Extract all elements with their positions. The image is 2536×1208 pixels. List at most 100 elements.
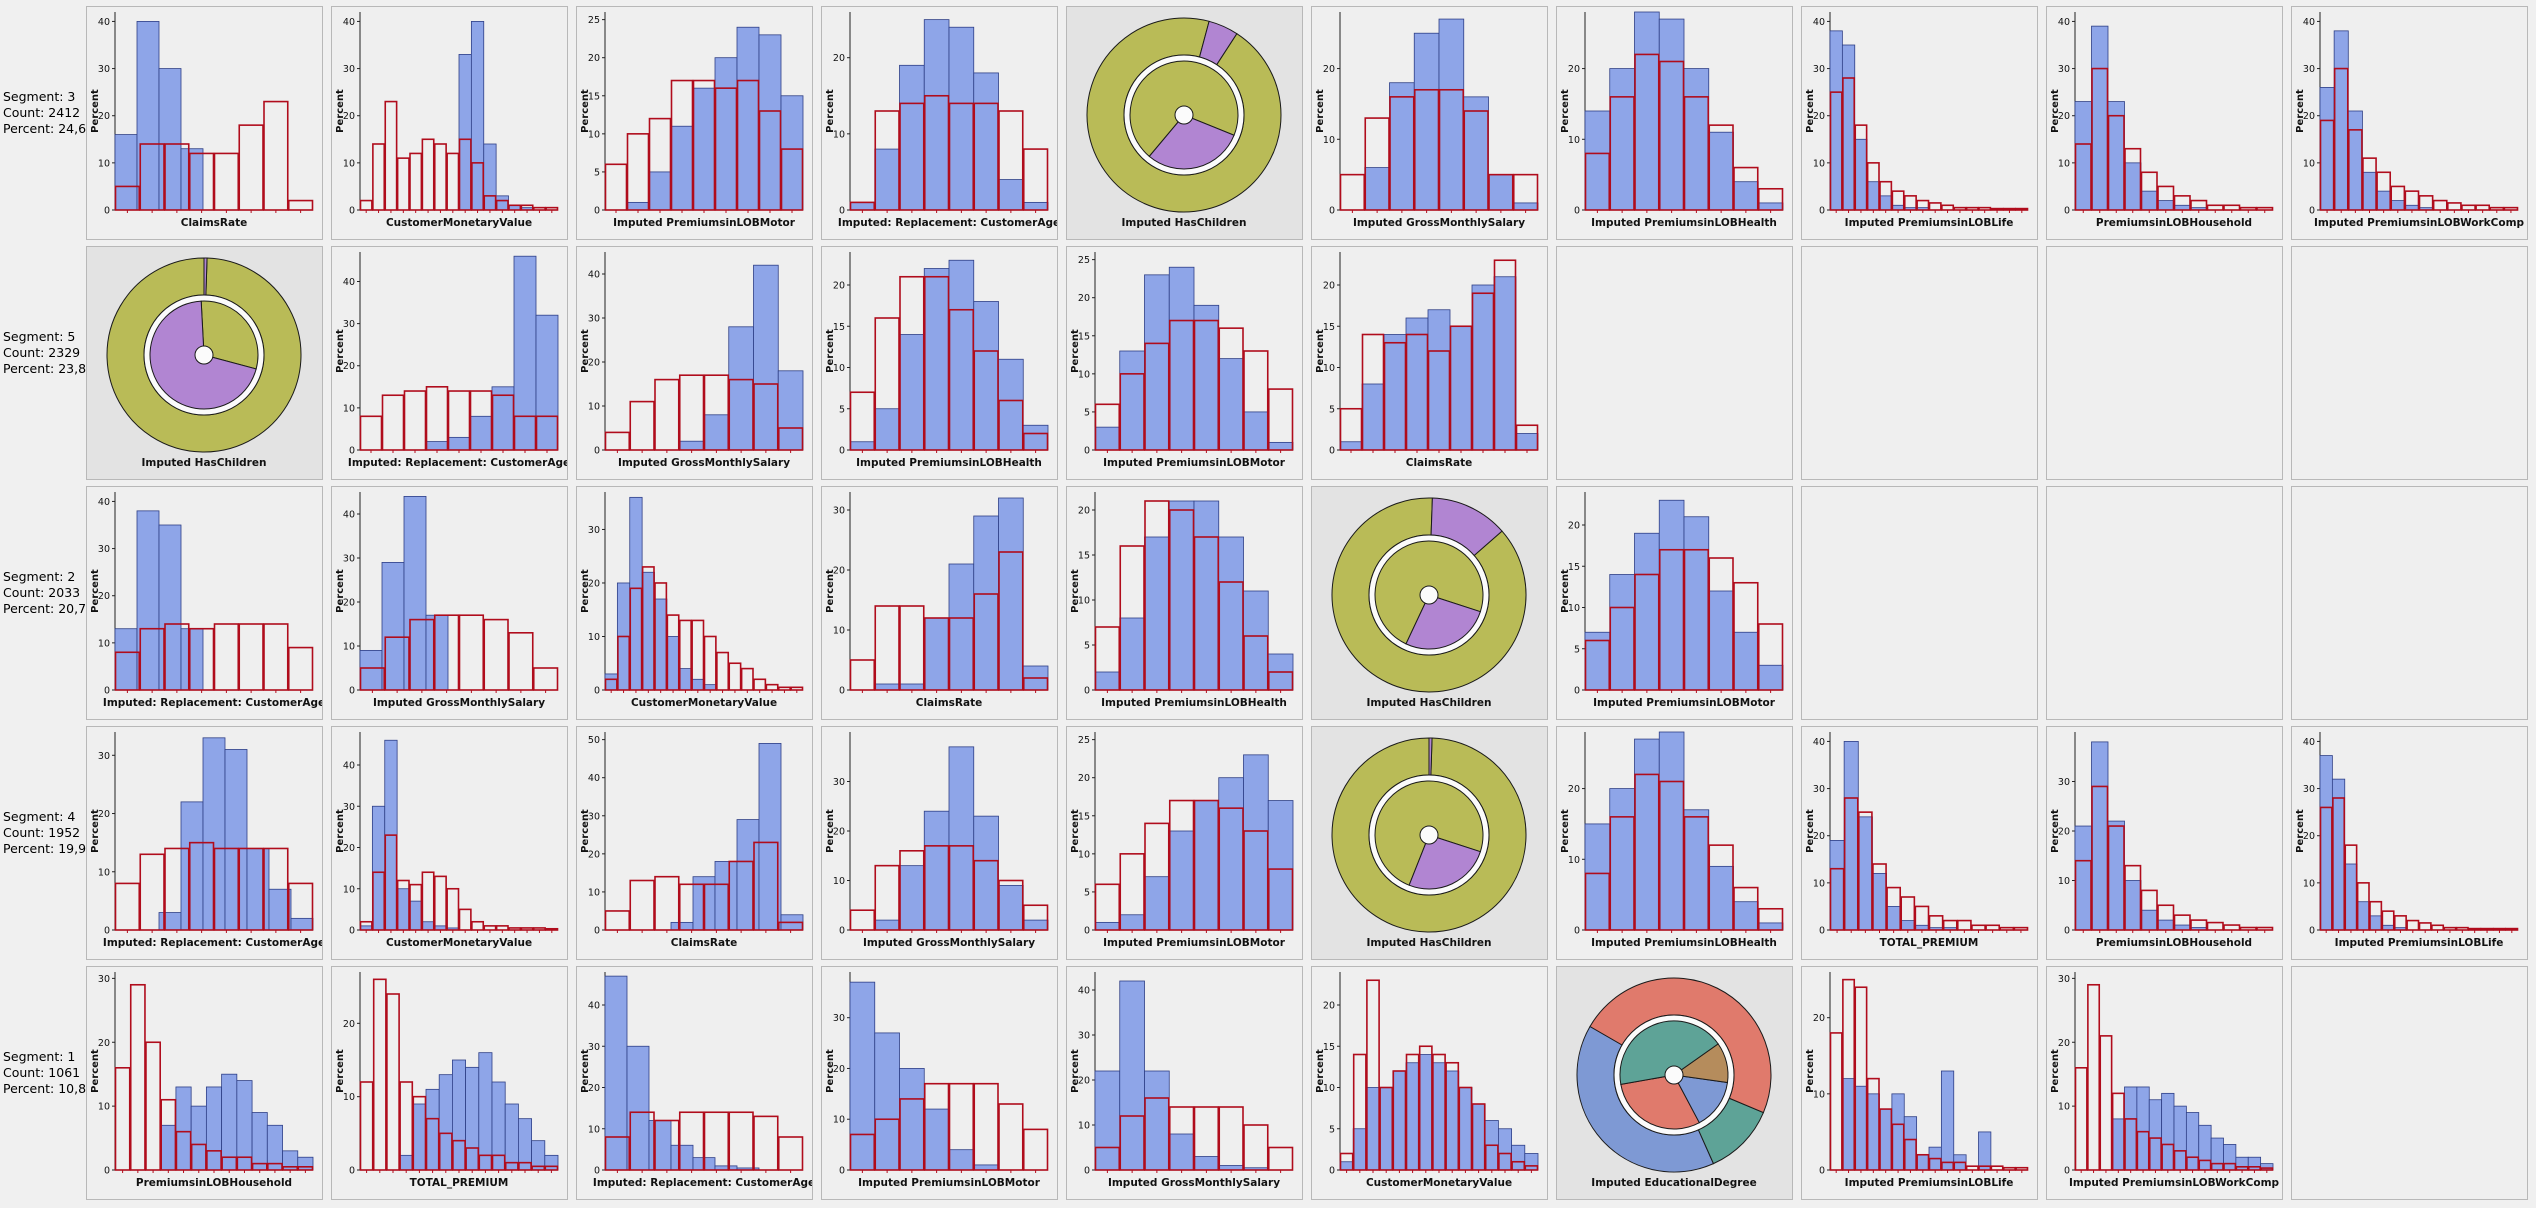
- y-tick-label: 30: [1078, 1031, 1090, 1042]
- segment-bar: [1658, 731, 1685, 931]
- empty-cell: [1556, 246, 1793, 480]
- y-tick-label: 10: [2058, 158, 2070, 169]
- chart-cell-pie[interactable]: Imputed HasChildren: [1066, 6, 1303, 240]
- y-tick-label: 5: [839, 404, 845, 415]
- chart-cell-bar[interactable]: 0 10 20 30 40 Percent Imputed PremiumsinLOBLif…: [2291, 726, 2528, 960]
- chart-cell-bar[interactable]: 0 10 20 30 40 Percent Imputed GrossMonthlySala…: [1066, 966, 1303, 1200]
- chart-svg: 0 10 20 Percent Imputed: Replacement: Custom…: [825, 12, 1057, 229]
- y-tick-label: 15: [833, 322, 845, 333]
- segment-bar: [899, 683, 925, 691]
- chart-svg: 0 10 20 30 40 Percent PremiumsinLOBHousehold: [2050, 12, 2274, 229]
- overall-bar: [1928, 202, 1942, 211]
- segment-bar: [948, 563, 975, 691]
- y-tick-label: 0: [349, 446, 355, 457]
- segment-label-line: Percent: 24,64: [3, 121, 95, 136]
- segment-bar: [180, 628, 204, 691]
- overall-bar: [2432, 199, 2448, 211]
- segment-bar: [438, 1074, 453, 1171]
- chart-cell-bar[interactable]: 0 10 20 Percent Imputed PremiumsinLOBLife: [1801, 966, 2038, 1200]
- chart-cell-bar[interactable]: 0 5 10 15 20 Percent Imputed PremiumsinLOBHeal…: [821, 246, 1058, 480]
- y-axis-label: Percent: [825, 329, 836, 373]
- chart-cell-bar[interactable]: 0 10 20 30 40 Percent Imputed: Replacement: Cu…: [86, 486, 323, 720]
- overall-bar: [263, 623, 289, 691]
- segment-bar: [777, 370, 804, 451]
- chart-cell-bar[interactable]: 0 5 10 15 20 Percent Imputed PremiumsinLOBMoto…: [1556, 486, 1793, 720]
- chart-cell-bar[interactable]: 0 10 20 Percent Imputed PremiumsinLOBHealth: [1556, 6, 1793, 240]
- segment-bar: [396, 888, 410, 931]
- y-tick-label: 0: [1329, 206, 1335, 217]
- overall-bar: [2446, 202, 2462, 211]
- overall-bar: [287, 199, 314, 211]
- chart-cell-pie[interactable]: Imputed HasChildren: [1311, 726, 1548, 960]
- y-tick-label: 10: [343, 1092, 355, 1103]
- y-tick-label: 15: [588, 91, 600, 102]
- segment-bar: [692, 87, 716, 211]
- chart-cell-bar[interactable]: 0 10 20 30 40 Percent CustomerMonetaryValue: [331, 6, 568, 240]
- chart-cell-bar[interactable]: 0 10 20 Percent TOTAL_PREMIUM: [331, 966, 568, 1200]
- chart-cell-bar[interactable]: 0 10 20 30 40 Percent PremiumsinLOBHousehold: [2046, 6, 2283, 240]
- segment-bar: [1193, 800, 1220, 931]
- chart-cell-bar[interactable]: 0 10 20 30 40 Percent Imputed PremiumsinLOBLif…: [1801, 6, 2038, 240]
- segment-bar: [1022, 424, 1049, 451]
- empty-cell: [2291, 966, 2528, 1200]
- segment-bar: [1940, 1070, 1955, 1171]
- x-axis-label: Imputed GrossMonthlySalary: [1108, 1177, 1280, 1189]
- chart-cell-bar[interactable]: 0 10 20 30 Percent ClaimsRate: [821, 486, 1058, 720]
- chart-cell-bar[interactable]: 0 10 20 30 Percent PremiumsinLOBHousehold: [86, 966, 323, 1200]
- chart-cell-bar[interactable]: 0 10 20 Percent Imputed PremiumsinLOBHealth: [1556, 726, 1793, 960]
- chart-cell-bar[interactable]: 0 10 20 30 Percent PremiumsinLOBHousehold: [2046, 726, 2283, 960]
- chart-cell-pie[interactable]: Imputed EducationalDegree: [1556, 966, 1793, 1200]
- segment-label-line: Percent: 10,84: [3, 1081, 95, 1096]
- chart-cell-bar[interactable]: 0 5 10 15 20 Percent CustomerMonetaryValue: [1311, 966, 1548, 1200]
- segment-bar: [2390, 200, 2406, 211]
- y-tick-label: 40: [588, 270, 600, 281]
- chart-cell-bar[interactable]: 0 5 10 15 20 25 Percent Imputed PremiumsinLOBMo…: [1066, 246, 1303, 480]
- chart-cell-bar[interactable]: 0 10 20 Percent Imputed: Replacement: Custom…: [821, 6, 1058, 240]
- chart-cell-bar[interactable]: 0 10 20 30 40 Percent Imputed GrossMonthlySala…: [576, 246, 813, 480]
- segment-bar: [1512, 202, 1539, 211]
- chart-cell-bar[interactable]: 0 10 20 30 Percent Imputed: Replacement: Cust…: [86, 726, 323, 960]
- chart-cell-bar[interactable]: 0 5 10 15 20 25 Percent Imputed PremiumsinLOBMo…: [576, 6, 813, 240]
- chart-cell-bar[interactable]: 0 10 20 30 Percent Imputed PremiumsinLOBWorkC…: [2046, 966, 2283, 1200]
- chart-cell-pie[interactable]: Imputed HasChildren: [86, 246, 323, 480]
- chart-cell-bar[interactable]: 0 10 20 Percent Imputed GrossMonthlySalary: [1311, 6, 1548, 240]
- y-tick-label: 20: [98, 1038, 110, 1049]
- chart-cell-bar[interactable]: 0 10 20 30 40 Percent ClaimsRate: [86, 6, 323, 240]
- segment-bar: [1267, 441, 1294, 451]
- overall-bar: [386, 993, 400, 1171]
- y-tick-label: 10: [1078, 1121, 1090, 1132]
- overall-bar: [1267, 388, 1294, 451]
- segment-bar: [1389, 82, 1415, 211]
- chart-cell-bar[interactable]: 0 10 20 30 40 Percent Imputed: Replacement: Cu…: [331, 246, 568, 480]
- y-tick-label: 10: [1568, 603, 1580, 614]
- segment-bar: [1405, 1062, 1420, 1171]
- segment-bar: [483, 143, 497, 211]
- segment-bar: [1366, 1087, 1381, 1171]
- segment-bar: [2107, 101, 2125, 211]
- y-tick-label: 25: [1078, 735, 1090, 746]
- segment-bar: [2344, 863, 2358, 931]
- chart-cell-bar[interactable]: 0 10 20 30 40 Percent CustomerMonetaryValue: [331, 726, 568, 960]
- chart-cell-bar[interactable]: 0 5 10 15 20 25 Percent Imputed PremiumsinLOBMo…: [1066, 726, 1303, 960]
- chart-cell-bar[interactable]: 0 10 20 30 Percent Imputed GrossMonthlySalary: [821, 726, 1058, 960]
- segment-bar: [874, 148, 900, 211]
- chart-cell-bar[interactable]: 0 5 10 15 20 Percent Imputed PremiumsinLOBHeal…: [1066, 486, 1303, 720]
- chart-cell-bar[interactable]: 0 5 10 15 20 Percent ClaimsRate: [1311, 246, 1548, 480]
- chart-cell-bar[interactable]: 0 10 20 30 40 50 Percent ClaimsRate: [576, 726, 813, 960]
- chart-cell-bar[interactable]: 0 10 20 30 40 Percent Imputed PremiumsinLOBWor…: [2291, 6, 2528, 240]
- chart-cell-bar[interactable]: 0 10 20 30 40 Percent TOTAL_PREMIUM: [1801, 726, 2038, 960]
- chart-cell-bar[interactable]: 0 10 20 30 Percent CustomerMonetaryValue: [576, 486, 813, 720]
- chart-cell-bar[interactable]: 0 10 20 30 40 Percent Imputed: Replacement: Cu…: [576, 966, 813, 1200]
- chart-cell-pie[interactable]: Imputed HasChildren: [1311, 486, 1548, 720]
- segment-bar: [1708, 590, 1734, 691]
- chart-svg: 0 10 20 Percent Imputed PremiumsinLOBHealth: [1560, 11, 1784, 229]
- segment-bar: [1168, 1133, 1195, 1171]
- segment-bar: [421, 921, 435, 931]
- overall-bar: [849, 391, 876, 451]
- chart-cell-bar[interactable]: 0 10 20 30 40 Percent Imputed GrossMonthlySala…: [331, 486, 568, 720]
- segment-bar: [158, 524, 182, 691]
- segment-bar: [190, 1105, 207, 1171]
- y-tick-label: 15: [1323, 1042, 1335, 1053]
- chart-cell-bar[interactable]: 0 10 20 30 Percent Imputed PremiumsinLOBMotor: [821, 966, 1058, 1200]
- y-tick-label: 30: [588, 525, 600, 536]
